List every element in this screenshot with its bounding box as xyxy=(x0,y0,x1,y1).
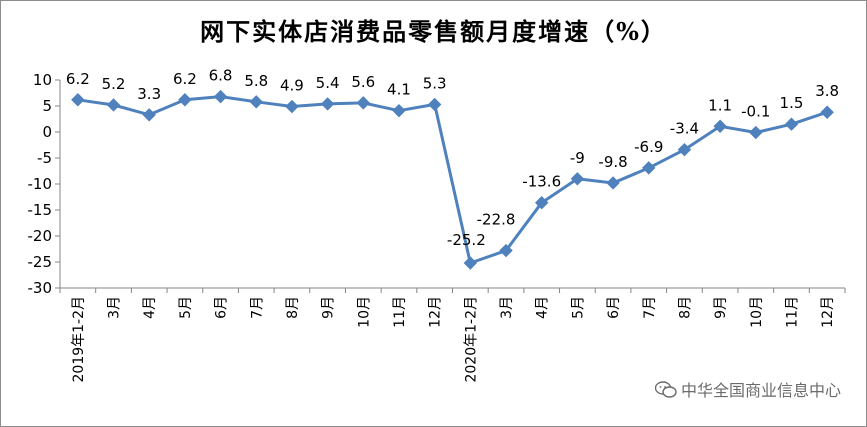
y-tick-label: 10 xyxy=(33,71,52,89)
data-label: 5.2 xyxy=(102,75,126,93)
data-label: 1.5 xyxy=(780,94,804,112)
y-tick-labels: 10 5 0 -5 -10 -15 -20 -25 -30 xyxy=(28,71,53,297)
data-point xyxy=(249,95,263,109)
data-labels: 6.2 5.2 3.3 6.2 6.8 5.8 4.9 5.4 5.6 4.1 5.3 -25.2 -2… xyxy=(66,67,839,249)
data-point xyxy=(713,119,727,133)
data-point xyxy=(606,176,620,190)
data-label: 5.3 xyxy=(423,74,447,92)
x-tick-label: 11月 xyxy=(784,296,800,328)
x-tick-label: 6月 xyxy=(214,296,230,319)
data-point xyxy=(178,93,192,107)
x-tick-label: 3月 xyxy=(499,296,515,319)
data-point xyxy=(356,96,371,110)
data-label: 5.6 xyxy=(351,73,375,91)
data-point xyxy=(142,108,156,122)
x-tick-label: 7月 xyxy=(249,296,265,319)
data-label: -9 xyxy=(570,149,585,167)
y-tick-label: -10 xyxy=(28,175,53,193)
data-label: -13.6 xyxy=(522,173,561,191)
x-tick-label: 8月 xyxy=(677,296,693,319)
x-tick-label: 7月 xyxy=(642,296,658,319)
data-point xyxy=(463,256,478,270)
data-point xyxy=(677,142,692,157)
x-tick-label: 8月 xyxy=(285,296,301,319)
y-tick-label: 0 xyxy=(42,123,52,141)
data-label: -6.9 xyxy=(634,138,663,156)
x-tick-label: 11月 xyxy=(392,296,408,328)
x-tick-label: 4月 xyxy=(142,296,158,319)
data-point xyxy=(320,97,335,111)
data-label: 1.1 xyxy=(708,96,732,114)
data-label: 6.8 xyxy=(209,67,233,85)
data-point xyxy=(285,99,299,114)
data-label: 3.8 xyxy=(815,82,839,100)
x-tick-label: 9月 xyxy=(713,296,729,319)
data-label: 5.8 xyxy=(244,72,268,90)
watermark-text: 中华全国商业信息中心 xyxy=(680,381,841,400)
series-line-group xyxy=(77,95,828,265)
data-point xyxy=(499,243,513,258)
data-point xyxy=(71,93,85,107)
watermark: 中华全国商业信息中心 xyxy=(654,377,841,403)
y-tick-label: -30 xyxy=(28,279,53,297)
x-tick-label: 10月 xyxy=(356,296,372,328)
wechat-icon xyxy=(654,380,677,403)
y-tick-label: -25 xyxy=(28,253,53,271)
x-tick-label: 12月 xyxy=(428,296,444,328)
data-point xyxy=(749,125,763,140)
data-point xyxy=(642,161,656,175)
y-tick-label: -5 xyxy=(37,149,52,167)
axes xyxy=(55,79,846,293)
x-tick-label: 5月 xyxy=(178,296,194,319)
data-point xyxy=(392,103,406,118)
y-tick-label: -15 xyxy=(28,201,53,219)
data-label: -9.8 xyxy=(598,153,627,171)
data-point xyxy=(784,117,799,131)
chart-title: 网下实体店消费品零售额月度增速（%） xyxy=(200,17,667,46)
x-tick-label: 12月 xyxy=(820,296,836,328)
x-tick-labels: 2019年1-2月 3月 4月 5月 6月 7月 8月 9月 10月 11月 12月 2020年1-2… xyxy=(71,296,836,383)
x-tick-label: 3月 xyxy=(107,296,123,319)
x-tick-label: 2019年1-2月 xyxy=(71,296,87,383)
series-points xyxy=(71,89,834,270)
x-tick-label: 2020年1-2月 xyxy=(463,296,479,383)
data-label: 6.2 xyxy=(66,70,90,88)
data-label: 4.9 xyxy=(280,77,304,95)
x-tick-label: 5月 xyxy=(570,296,586,319)
data-label: 6.2 xyxy=(173,70,197,88)
x-tick-label: 10月 xyxy=(749,296,765,328)
data-label: -3.4 xyxy=(670,120,699,138)
y-tick-label: 5 xyxy=(42,97,52,115)
data-point xyxy=(820,105,834,119)
data-point xyxy=(427,97,442,112)
data-point xyxy=(213,89,228,104)
data-label: 5.4 xyxy=(316,74,340,92)
x-tick-label: 9月 xyxy=(321,296,337,319)
y-tick-label: -20 xyxy=(28,227,53,245)
data-label: -0.1 xyxy=(741,103,770,121)
series-line xyxy=(77,95,828,265)
data-label: -22.8 xyxy=(477,211,516,229)
data-point xyxy=(534,196,549,210)
x-tick-label: 4月 xyxy=(535,296,551,319)
data-label: -25.2 xyxy=(447,231,486,249)
data-label: 3.3 xyxy=(137,85,161,103)
x-tick-label: 6月 xyxy=(606,296,622,319)
data-point xyxy=(106,98,121,112)
data-point xyxy=(570,172,585,186)
data-label: 4.1 xyxy=(387,81,411,99)
